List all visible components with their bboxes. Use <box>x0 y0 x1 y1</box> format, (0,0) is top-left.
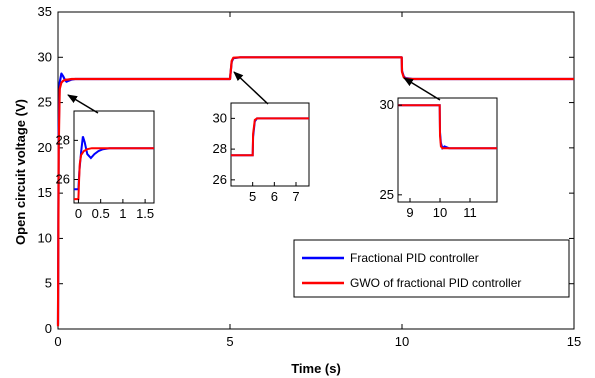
inset-y-tick-label: 28 <box>213 141 227 156</box>
x-tick-label: 10 <box>395 334 409 349</box>
x-tick-label: 5 <box>226 334 233 349</box>
legend: Fractional PID controller GWO of fraction… <box>293 239 570 298</box>
inset-x-tick-label: 7 <box>292 189 299 204</box>
y-tick-label: 0 <box>45 321 52 336</box>
inset-arrow-2 <box>233 71 269 105</box>
inset-x-tick-label: 6 <box>271 189 278 204</box>
inset-x-tick-label: 9 <box>406 205 413 220</box>
legend-label-2: GWO of fractional PID controller <box>350 276 521 290</box>
y-tick-label: 10 <box>38 230 52 245</box>
y-axis-label: Open circuit voltage (V) <box>13 99 28 245</box>
inset-frame <box>397 97 498 203</box>
inset-y-tick-label: 30 <box>380 97 394 112</box>
inset-x-tick-label: 1 <box>119 206 126 221</box>
legend-box <box>293 239 570 298</box>
inset-2: 26 28 30 5 6 7 <box>213 102 310 204</box>
y-tick-label: 35 <box>38 4 52 19</box>
y-tick-label: 25 <box>38 95 52 110</box>
x-tick-label: 0 <box>54 334 61 349</box>
inset-arrow-3 <box>403 77 441 101</box>
inset-frame <box>73 110 155 204</box>
inset-x-tick-label: 0 <box>75 206 82 221</box>
inset-x-tick-label: 5 <box>249 189 256 204</box>
inset-series-line-2 <box>74 147 154 201</box>
inset-y-tick-label: 26 <box>56 172 70 187</box>
inset-y-tick-label: 28 <box>56 132 70 147</box>
x-axis-label: Time (s) <box>291 361 341 376</box>
inset-x-tick-label: 0.5 <box>92 206 110 221</box>
inset-y-tick-label: 26 <box>213 172 227 187</box>
y-tick-label: 15 <box>38 185 52 200</box>
series-line-2 <box>56 56 574 327</box>
y-tick-label: 20 <box>38 140 52 155</box>
x-tick-label: 15 <box>567 334 581 349</box>
inset-series-line-2 <box>398 104 497 150</box>
y-tick-label: 30 <box>38 49 52 64</box>
inset-x-tick-label: 11 <box>463 205 477 220</box>
inset-1: 26 28 0 0.5 1 1.5 <box>56 110 155 221</box>
inset-frame <box>230 102 310 187</box>
inset-x-tick-label: 1.5 <box>136 206 154 221</box>
inset-series-line-2 <box>231 117 309 157</box>
legend-label-1: Fractional PID controller <box>350 251 479 265</box>
inset-y-tick-label: 25 <box>380 187 394 202</box>
inset-arrow-1 <box>67 94 99 114</box>
inset-3: 25 30 9 10 11 <box>380 97 498 220</box>
y-tick-label: 5 <box>45 276 52 291</box>
inset-x-tick-label: 10 <box>433 205 447 220</box>
inset-y-tick-label: 30 <box>213 110 227 125</box>
